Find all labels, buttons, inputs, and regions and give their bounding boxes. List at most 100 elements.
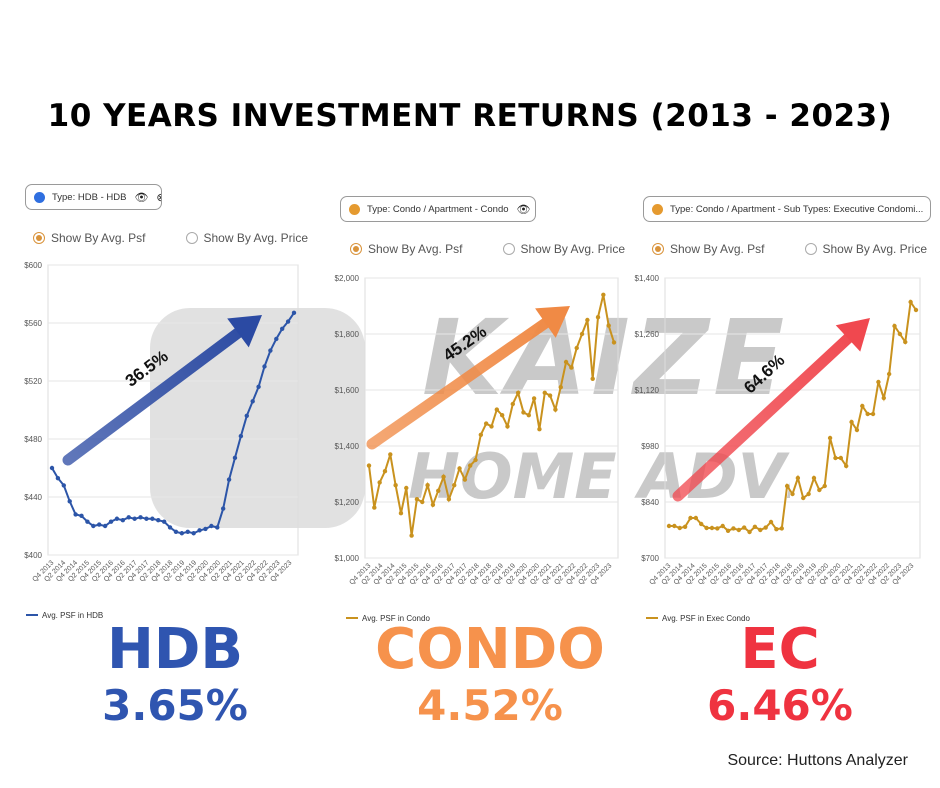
data-point — [795, 475, 801, 481]
data-point — [704, 525, 709, 531]
data-point — [102, 523, 108, 529]
big-rate: 3.65% — [102, 681, 248, 730]
data-point — [203, 526, 208, 532]
data-point — [215, 525, 220, 530]
data-point — [505, 424, 510, 429]
data-point — [420, 499, 425, 505]
data-point — [126, 515, 131, 520]
data-point — [232, 455, 238, 461]
data-point — [238, 433, 244, 439]
data-point — [489, 424, 494, 429]
data-point — [226, 477, 232, 482]
radio-price[interactable]: Show By Avg. Price — [804, 242, 927, 256]
filter-chip-ec[interactable]: Type: Condo / Apartment - Sub Types: Exe… — [643, 196, 931, 222]
data-point — [725, 528, 731, 533]
radio-psf[interactable]: Show By Avg. Psf — [33, 231, 146, 245]
data-point — [244, 413, 249, 418]
page-title: 10 YEARS INVESTMENT RETURNS (2013 - 2023… — [47, 98, 893, 134]
y-tick-label: $440 — [24, 493, 42, 502]
data-point — [827, 435, 833, 441]
data-point — [768, 519, 774, 525]
data-point — [132, 516, 137, 521]
trend-arrow-head — [535, 306, 570, 338]
data-point — [854, 427, 860, 433]
big-rate: 4.52% — [417, 681, 563, 730]
radio-price[interactable]: Show By Avg. Price — [185, 231, 308, 245]
data-point — [285, 319, 291, 324]
data-point — [838, 455, 844, 461]
source-note: Source: Huttons Analyzer — [727, 752, 908, 769]
radio-price[interactable]: Show By Avg. Price — [502, 242, 625, 256]
filter-chip-condo[interactable]: Type: Condo / Apartment - Condo 👁 ⊗ — [340, 196, 536, 222]
radio-psf[interactable]: Show By Avg. Psf — [652, 242, 765, 256]
data-point — [913, 307, 919, 313]
close-icon[interactable]: ⊗ — [156, 191, 161, 204]
plot-frame — [664, 277, 921, 559]
data-point — [784, 483, 790, 489]
data-point — [515, 390, 521, 395]
data-point — [250, 399, 255, 404]
data-point — [510, 401, 516, 407]
data-point — [55, 475, 61, 481]
legend: Avg. PSF in HDB — [26, 611, 103, 620]
data-point — [579, 331, 585, 337]
filter-label: Type: HDB - HDB — [52, 191, 127, 203]
y-tick-label: $1,400 — [635, 274, 660, 283]
data-point — [790, 491, 795, 497]
type-dot-icon — [34, 191, 45, 203]
filter-chip-hdb[interactable]: Type: HDB - HDB 👁 ⊗ — [25, 184, 162, 210]
legend: Avg. PSF in Exec Condo — [646, 614, 750, 623]
data-point — [377, 480, 382, 485]
data-point — [736, 527, 742, 533]
data-point — [731, 526, 736, 531]
eye-icon[interactable]: 👁 — [516, 203, 531, 216]
data-point — [574, 345, 579, 351]
data-point — [709, 525, 715, 531]
data-point — [209, 523, 214, 529]
eye-icon[interactable]: 👁 — [134, 191, 149, 204]
data-point — [903, 339, 908, 345]
label-ec: EC 6.46% — [650, 618, 910, 730]
radio-empty-icon — [185, 232, 198, 244]
data-point — [409, 533, 414, 538]
legend-label: Avg. PSF in HDB — [42, 611, 103, 620]
data-point — [483, 421, 489, 426]
data-point — [747, 529, 752, 535]
data-point — [156, 518, 161, 523]
data-point — [585, 317, 590, 323]
data-point — [699, 521, 704, 527]
radio-psf[interactable]: Show By Avg. Psf — [350, 242, 463, 256]
data-point — [97, 522, 102, 527]
trend-arrow-head — [227, 315, 262, 348]
data-point — [108, 519, 114, 524]
data-point — [865, 411, 870, 417]
y-tick-label: $700 — [641, 554, 659, 563]
data-point — [430, 502, 436, 507]
data-point — [779, 526, 784, 531]
data-point — [49, 465, 55, 471]
y-tick-label: $1,400 — [335, 442, 360, 451]
y-tick-label: $980 — [641, 442, 659, 451]
y-tick-label: $600 — [24, 261, 42, 270]
y-tick-label: $560 — [24, 319, 42, 328]
data-point — [425, 483, 430, 488]
big-name: EC — [740, 617, 820, 682]
data-point — [849, 419, 854, 425]
data-point — [601, 292, 606, 297]
data-point — [569, 365, 574, 370]
filter-label: Type: Condo / Apartment - Sub Types: Exe… — [670, 203, 924, 215]
data-point — [473, 457, 478, 463]
data-point — [547, 393, 553, 398]
y-tick-label: $400 — [24, 551, 42, 560]
data-point — [150, 516, 155, 521]
trend-arrow-head — [835, 318, 870, 352]
data-point — [404, 485, 409, 491]
big-rate: 6.46% — [707, 681, 853, 730]
data-point — [191, 531, 196, 536]
type-dot-icon — [652, 203, 663, 215]
data-point — [817, 487, 822, 493]
data-point — [441, 474, 446, 479]
y-tick-label: $1,200 — [335, 498, 360, 507]
